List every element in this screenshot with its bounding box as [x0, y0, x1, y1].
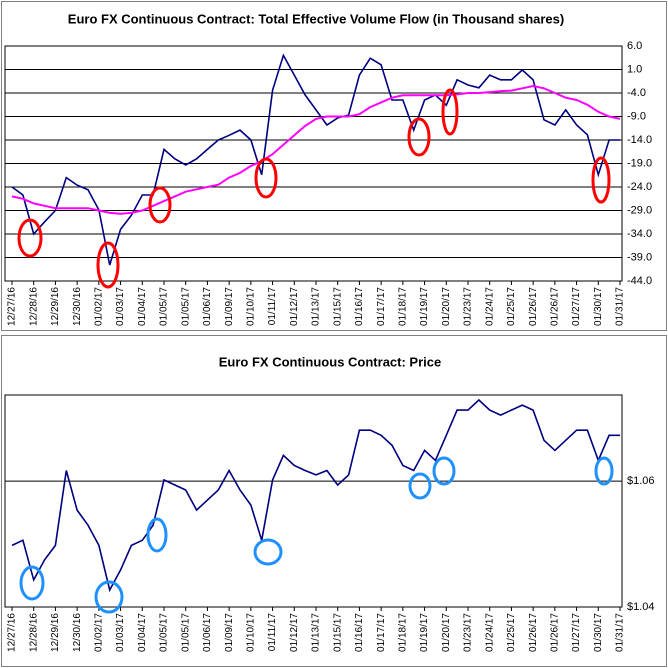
circle: [94, 580, 124, 614]
x-tick-label: 01/10/17: [245, 287, 256, 326]
circle: [591, 156, 611, 204]
y-tick-label: -44.0: [627, 275, 652, 287]
panel-top: [1, 1, 667, 331]
x-tick-label: 12/27/16: [7, 287, 18, 326]
y-tick-label: -4.0: [627, 87, 646, 99]
x-tick-label: 01/06/17: [202, 613, 213, 652]
x-tick-label: 01/15/17: [332, 613, 343, 652]
x-tick-label: 01/17/17: [376, 287, 387, 326]
x-tick-label: 01/31/17: [615, 287, 626, 326]
circle: [148, 186, 172, 224]
circle: [408, 472, 432, 500]
x-tick-label: 01/27/17: [571, 613, 582, 652]
x-tick-label: 01/26/17: [549, 613, 560, 652]
circle: [19, 565, 45, 601]
x-tick-label: 01/13/17: [311, 613, 322, 652]
x-tick-label: 12/27/16: [7, 613, 18, 652]
x-tick-label: 01/26/17: [549, 287, 560, 326]
x-tick-label: 01/25/17: [506, 287, 517, 326]
x-tick-label: 12/28/16: [28, 287, 39, 326]
x-tick-label: 01/26/17: [528, 613, 539, 652]
x-tick-label: 12/30/16: [72, 613, 83, 652]
x-tick-label: 01/06/17: [202, 287, 213, 326]
circle: [146, 517, 168, 553]
y-tick-label: -24.0: [627, 181, 652, 193]
x-tick-label: 01/15/17: [332, 287, 343, 326]
plots: Euro FX Continuous Contract: Total Effec…: [4, 11, 655, 652]
y-tick-label: -34.0: [627, 228, 652, 240]
x-tick-label: 01/03/17: [115, 613, 126, 652]
circle: [407, 117, 431, 157]
y-tick-label: $1.04: [627, 601, 655, 613]
x-tick-label: 01/02/17: [93, 613, 104, 652]
x-tick-label: 01/05/17: [180, 287, 191, 326]
x-tick-label: 01/17/17: [376, 613, 387, 652]
x-tick-label: 01/18/17: [397, 287, 408, 326]
x-tick-label: 01/05/17: [159, 613, 170, 652]
x-tick-label: 01/24/17: [484, 613, 495, 652]
x-tick-label: 01/16/17: [354, 613, 365, 652]
y-tick-label: -29.0: [627, 204, 652, 216]
x-tick-label: 01/31/17: [615, 613, 626, 652]
x-tick-label: 01/04/17: [137, 287, 148, 326]
x-tick-label: 01/25/17: [506, 613, 517, 652]
circle: [441, 88, 459, 136]
x-tick-label: 01/23/17: [463, 613, 474, 652]
chart-title: Euro FX Continuous Contract: Total Effec…: [68, 11, 564, 26]
x-tick-label: 01/04/17: [137, 613, 148, 652]
line-series: [11, 53, 620, 266]
y-tick-label: $1.06: [627, 475, 655, 487]
y-tick-label: 6.0: [627, 40, 642, 52]
x-tick-label: 01/05/17: [180, 613, 191, 652]
x-tick-label: 01/11/17: [267, 287, 278, 326]
x-tick-label: 01/26/17: [528, 287, 539, 326]
circle: [253, 538, 283, 566]
x-tick-label: 01/20/17: [441, 613, 452, 652]
x-tick-label: 12/29/16: [50, 287, 61, 326]
x-tick-label: 01/12/17: [289, 613, 300, 652]
x-tick-label: 12/28/16: [28, 613, 39, 652]
x-tick-label: 01/12/17: [289, 287, 300, 326]
y-tick-label: 1.0: [627, 63, 642, 75]
x-tick-label: 12/30/16: [72, 287, 83, 326]
x-tick-label: 01/24/17: [484, 287, 495, 326]
x-tick-label: 01/19/17: [419, 287, 430, 326]
x-tick-label: 01/23/17: [463, 287, 474, 326]
x-tick-label: 01/05/17: [159, 287, 170, 326]
chart-title: Euro FX Continuous Contract: Price: [219, 354, 441, 369]
x-tick-label: 01/19/17: [419, 613, 430, 652]
x-tick-label: 01/30/17: [593, 287, 604, 326]
y-tick-label: -9.0: [627, 110, 646, 122]
y-tick-label: -14.0: [627, 134, 652, 146]
x-tick-label: 01/30/17: [593, 613, 604, 652]
x-tick-label: 01/20/17: [441, 287, 452, 326]
x-tick-label: 01/16/17: [354, 287, 365, 326]
annotations-top: [17, 88, 611, 289]
x-tick-label: 01/13/17: [311, 287, 322, 326]
x-tick-label: 01/03/17: [115, 287, 126, 326]
x-tick-label: 01/09/17: [224, 287, 235, 326]
x-tick-label: 01/10/17: [245, 613, 256, 652]
x-tick-label: 01/02/17: [93, 287, 104, 326]
x-tick-label: 01/09/17: [224, 613, 235, 652]
x-tick-label: 12/29/16: [50, 613, 61, 652]
circle: [17, 218, 43, 258]
y-tick-label: -19.0: [627, 157, 652, 169]
line-series: [11, 84, 621, 215]
circle: [432, 456, 456, 486]
circle: [594, 456, 614, 486]
circle: [96, 241, 120, 289]
x-tick-label: 01/18/17: [397, 613, 408, 652]
x-tick-label: 01/11/17: [267, 613, 278, 652]
x-tick-label: 01/27/17: [571, 287, 582, 326]
y-tick-label: -39.0: [627, 251, 652, 263]
circle: [254, 157, 278, 199]
annotations-bottom: [19, 456, 614, 614]
